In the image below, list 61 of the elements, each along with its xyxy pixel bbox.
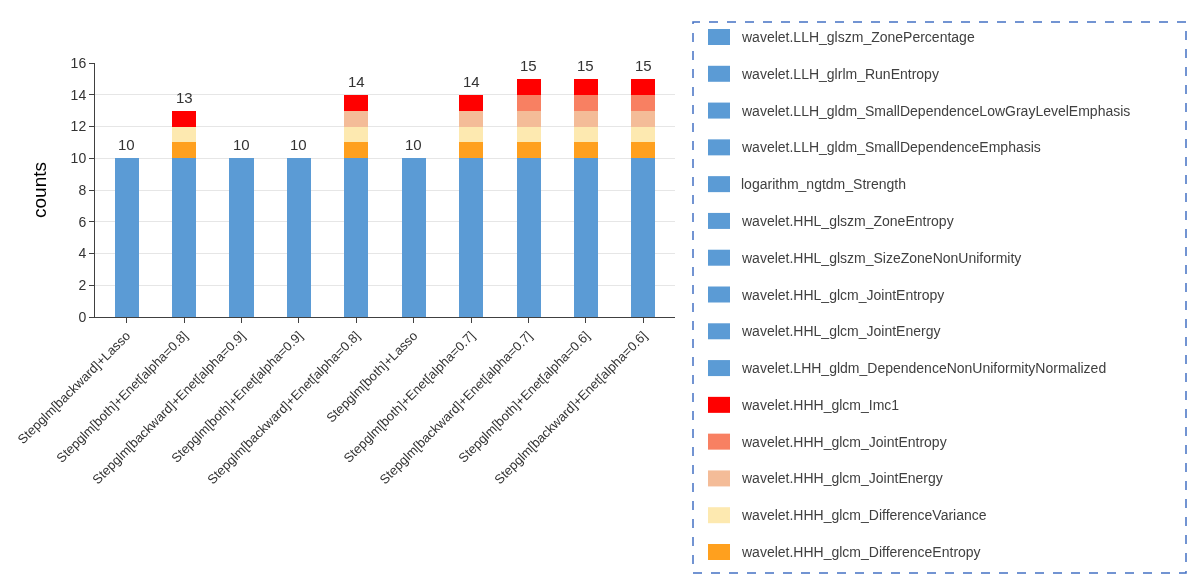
legend-label: wavelet.LLH_glszm_ZonePercentage — [741, 29, 975, 45]
legend-label: wavelet.HHH_glcm_DifferenceVariance — [741, 507, 987, 523]
bar — [631, 142, 656, 159]
legend-label: wavelet.HHH_glcm_JointEnergy — [741, 470, 943, 486]
bar — [459, 110, 484, 127]
bar — [631, 110, 656, 127]
legend-label: wavelet.HHH_glcm_Imc1 — [741, 397, 900, 413]
legend-label: wavelet.HHH_glcm_DifferenceEntropy — [741, 544, 981, 560]
total-label: 14 — [463, 73, 480, 90]
y-tick-label: 4 — [78, 245, 87, 262]
legend-label: wavelet.HHL_glcm_JointEntropy — [741, 287, 945, 303]
legend-label: wavelet.LLH_gldm_SmallDependenceEmphasis — [741, 139, 1041, 155]
bar — [573, 110, 599, 127]
total-label: 14 — [348, 73, 365, 90]
bar — [344, 110, 369, 127]
bar — [631, 94, 656, 111]
total-label: 10 — [233, 136, 250, 153]
y-tick-label: 10 — [70, 150, 87, 167]
bar — [573, 126, 599, 143]
y-tick-label: 16 — [70, 54, 87, 71]
bar — [516, 78, 541, 95]
bar — [171, 110, 197, 127]
y-tick-label: 8 — [78, 181, 87, 198]
legend-label: wavelet.HHH_glcm_JointEntropy — [741, 434, 947, 450]
y-tick-label: 0 — [78, 308, 87, 325]
bar — [516, 94, 541, 111]
total-label: 15 — [635, 57, 652, 74]
bar — [573, 78, 599, 95]
y-tick-label: 2 — [78, 277, 87, 294]
legend-label: wavelet.LHH_gldm_DependenceNonUniformityNormalized — [741, 360, 1107, 376]
total-label: 10 — [405, 136, 422, 153]
bar — [344, 94, 369, 111]
total-label: 13 — [176, 89, 193, 106]
legend-label: logarithm_ngtdm_Strength — [741, 176, 906, 192]
total-label: 15 — [577, 57, 594, 74]
y-tick-label: 12 — [70, 118, 87, 135]
bar — [516, 126, 541, 143]
bar — [171, 126, 197, 143]
bar — [171, 142, 197, 159]
legend-label: wavelet.HHL_glszm_ZoneEntropy — [741, 213, 954, 229]
y-tick-label: 14 — [70, 86, 87, 103]
y-axis-title: counts — [29, 162, 51, 218]
total-label: 10 — [118, 136, 135, 153]
bar — [573, 94, 599, 111]
bar — [459, 142, 484, 159]
legend-label: wavelet.LLH_glrlm_RunEntropy — [741, 66, 939, 82]
legend-label: wavelet.HHL_glszm_SizeZoneNonUniformity — [741, 250, 1022, 266]
bar — [459, 126, 484, 143]
bar — [631, 126, 656, 143]
legend-label: wavelet.LLH_gldm_SmallDependenceLowGrayLevelEmphasis — [741, 103, 1131, 119]
y-tick-label: 6 — [78, 213, 87, 230]
total-label: 15 — [520, 57, 537, 74]
bar — [344, 126, 369, 143]
legend-label: wavelet.HHL_glcm_JointEnergy — [741, 323, 941, 339]
bar — [516, 110, 541, 127]
bar — [631, 78, 656, 95]
bar — [516, 142, 541, 159]
bar — [573, 142, 599, 159]
total-label: 10 — [290, 136, 307, 153]
bar — [459, 94, 484, 111]
bar — [344, 142, 369, 159]
